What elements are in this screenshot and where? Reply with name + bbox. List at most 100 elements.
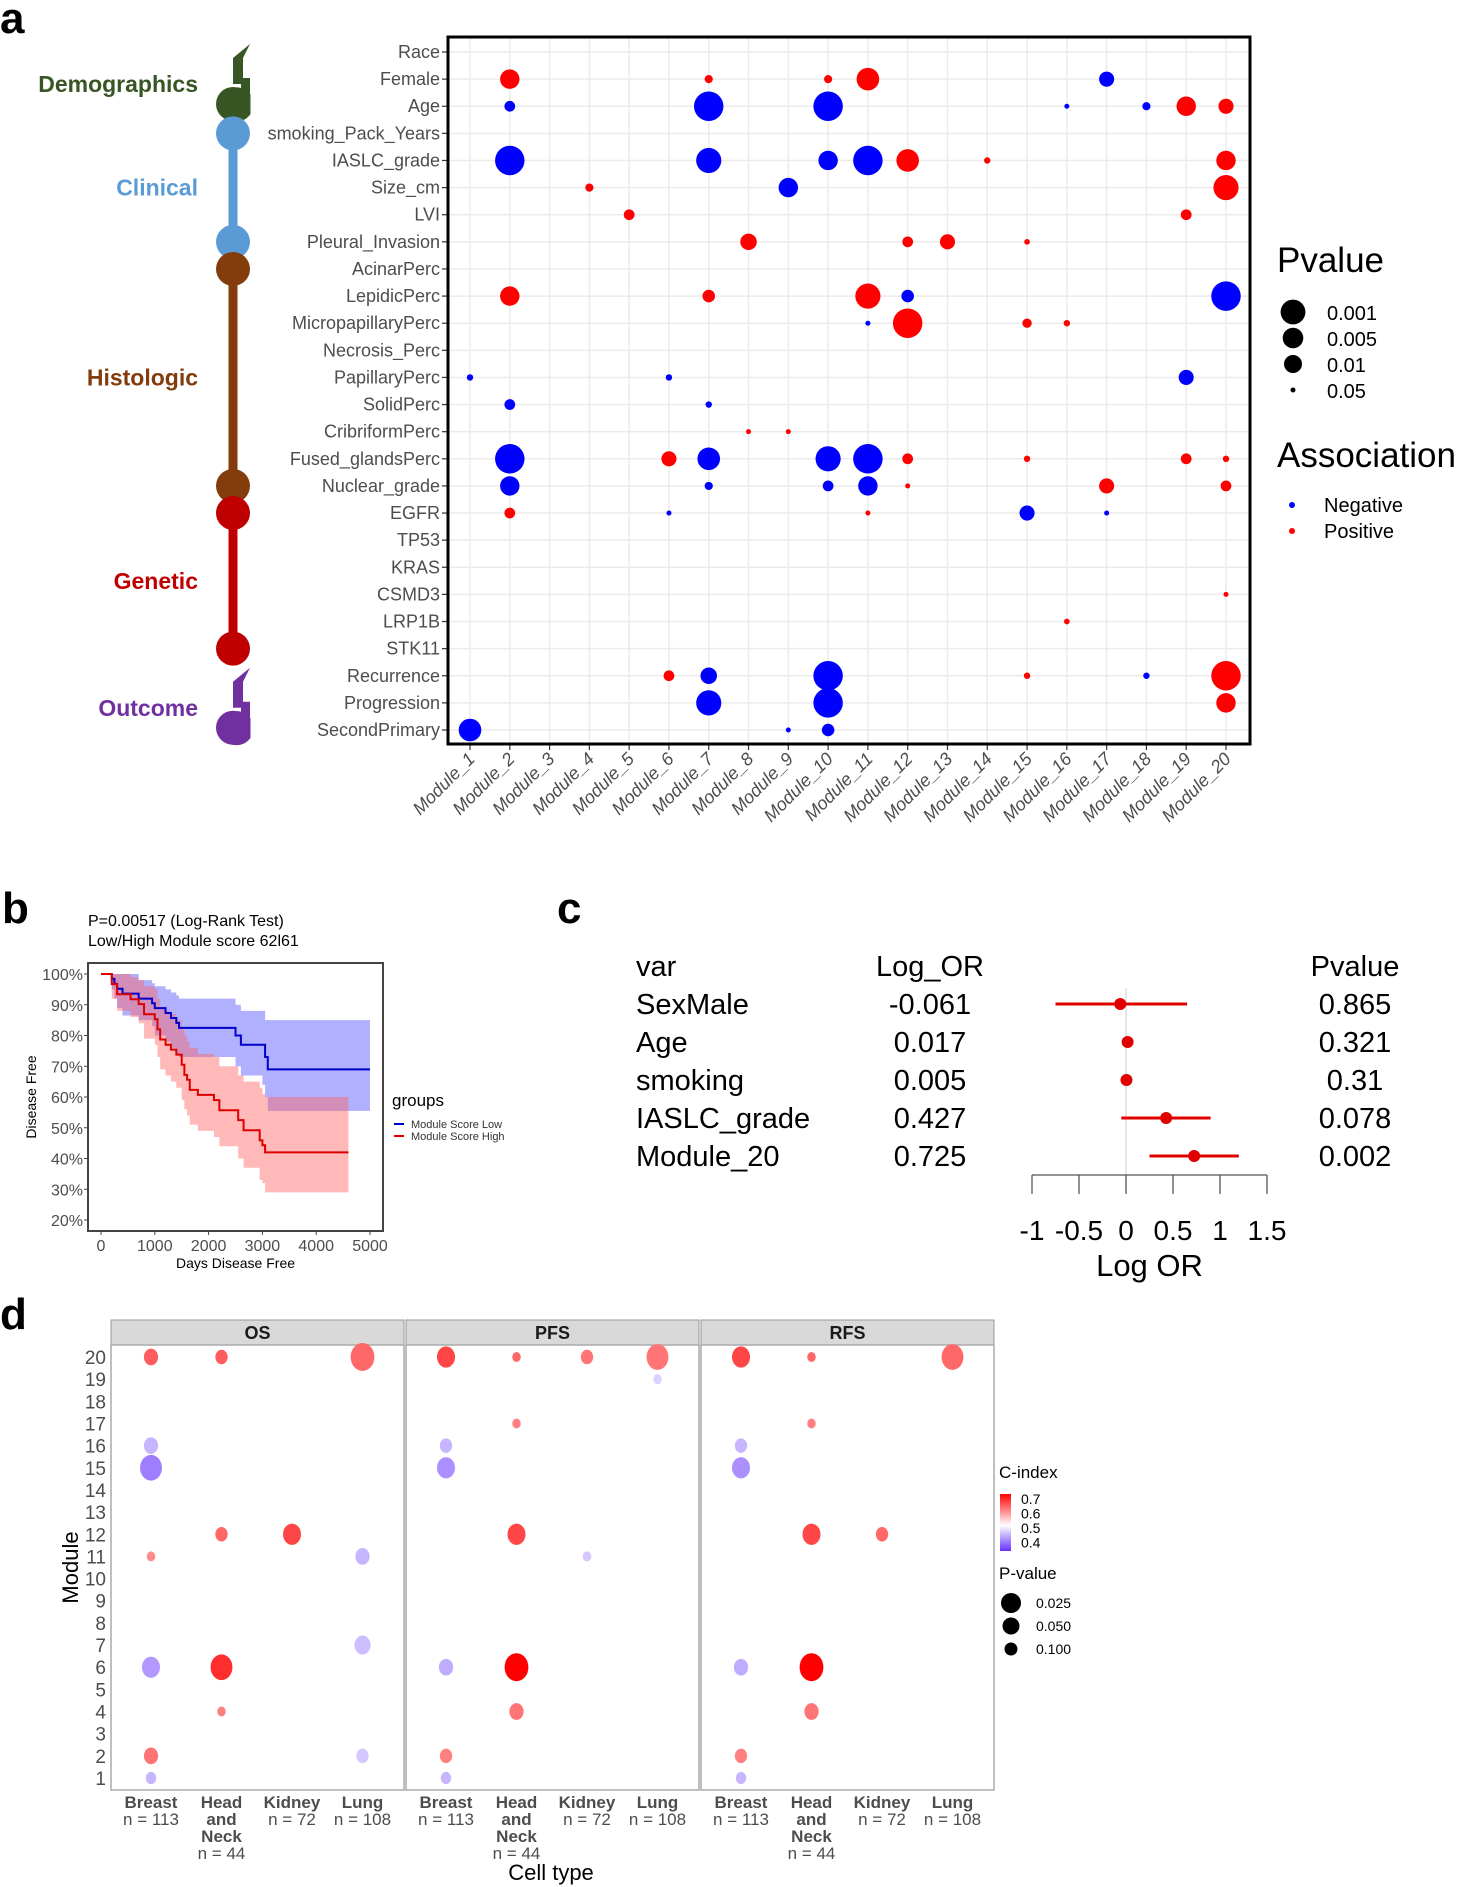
x-category-label: Neck [201, 1827, 242, 1846]
data-point [799, 1653, 824, 1682]
facet-panel [110, 1344, 405, 1791]
bracket-clip [250, 113, 263, 262]
data-point [439, 1748, 453, 1764]
data-point-negative [705, 401, 712, 408]
data-point-positive [1063, 319, 1071, 327]
data-point [733, 1658, 749, 1676]
data-point-positive [1176, 96, 1196, 116]
data-point-positive [1213, 175, 1239, 201]
bracket-clip [250, 40, 263, 130]
row-var: SexMale [636, 989, 749, 1021]
bracket-clip [250, 663, 263, 754]
data-point-negative [696, 147, 722, 174]
data-point-positive [663, 670, 675, 682]
x-category-n: n = 108 [334, 1810, 391, 1829]
group-label-genetic: Genetic [114, 568, 199, 594]
data-point-positive [984, 157, 991, 164]
data-point-negative [815, 446, 841, 472]
data-point [143, 1348, 159, 1366]
data-point-positive [1099, 478, 1115, 494]
group-label-demographics: Demographics [38, 71, 198, 97]
data-point-positive [856, 67, 880, 91]
data-point [215, 1527, 228, 1542]
row-log-or: 0.005 [894, 1065, 967, 1097]
data-point-positive [1218, 98, 1234, 114]
row-log-or: 0.427 [894, 1103, 967, 1135]
legend-size-key [1004, 1642, 1018, 1656]
y-tick-label: Recurrence [347, 666, 440, 686]
row-pvalue: 0.865 [1319, 989, 1392, 1021]
legend-color-title: Association [1277, 436, 1456, 475]
x-tick-label: 1.5 [1248, 1215, 1287, 1246]
bracket-end [216, 87, 250, 121]
legend-color-tick: 0.4 [1021, 1535, 1041, 1551]
y-tick-label: 18 [85, 1392, 106, 1413]
row-var: Module_20 [636, 1141, 780, 1173]
legend-size-key [1280, 299, 1306, 325]
data-point [734, 1748, 748, 1764]
data-point-negative [813, 661, 843, 691]
legend-size-label: 0.05 [1327, 381, 1366, 403]
or-point [1160, 1112, 1173, 1124]
data-point-positive [702, 289, 716, 303]
group-bracket-histologic [216, 248, 263, 506]
x-tick-label: 5000 [352, 1238, 388, 1255]
x-category-label: Breast [125, 1793, 178, 1812]
x-category-label: Kidney [854, 1793, 911, 1812]
y-tick-label: 70% [51, 1059, 83, 1076]
group-label-outcome: Outcome [98, 695, 198, 721]
legend-size-key [1002, 1617, 1020, 1635]
y-tick-label: Female [380, 69, 440, 89]
data-point [436, 1457, 456, 1479]
legend-size-label: 0.050 [1036, 1618, 1071, 1634]
x-category-label: Kidney [264, 1793, 321, 1812]
data-point [354, 1635, 371, 1655]
row-log-or: 0.725 [894, 1141, 967, 1173]
data-point [734, 1438, 748, 1453]
x-tick-label: 0 [97, 1238, 106, 1255]
data-point [941, 1344, 964, 1370]
y-tick-label: 16 [85, 1437, 106, 1458]
bracket-end-bottom [216, 224, 250, 259]
data-point [512, 1418, 521, 1429]
data-point-positive [585, 183, 594, 192]
row-var: smoking [636, 1065, 744, 1097]
data-point-positive [1023, 455, 1031, 463]
row-var: IASLC_grade [636, 1103, 810, 1135]
legend-color-tick: 0.7 [1021, 1491, 1041, 1507]
data-point-positive [1220, 480, 1232, 492]
legend-color-key-negative [1289, 502, 1295, 508]
group-bracket-genetic [216, 493, 263, 669]
x-category-label: Lung [637, 1793, 679, 1812]
data-point [731, 1457, 751, 1479]
panel-label-a: a [0, 0, 25, 43]
data-point [355, 1548, 370, 1565]
y-tick-label: 7 [95, 1636, 106, 1657]
data-point-negative [1142, 102, 1151, 111]
x-category-label: Breast [420, 1793, 473, 1812]
y-tick-label: IASLC_grade [332, 150, 440, 171]
legend-color-label: Positive [1324, 521, 1394, 543]
x-tick-label: 2000 [191, 1238, 227, 1255]
bracket-end-bottom [216, 468, 250, 503]
x-category-n: n = 113 [713, 1810, 769, 1829]
or-point [1121, 1036, 1134, 1048]
y-tick-label: CSMD3 [377, 584, 440, 604]
y-tick-label: 80% [51, 1029, 83, 1046]
legend-color-tick: 0.5 [1021, 1520, 1041, 1536]
data-point [735, 1771, 747, 1785]
data-point-negative [1064, 103, 1070, 109]
data-point [653, 1374, 662, 1385]
data-point-positive [1022, 318, 1032, 328]
y-tick-label: 3 [95, 1725, 106, 1746]
y-tick-label: TP53 [397, 530, 440, 550]
row-var: Age [636, 1027, 688, 1059]
data-point-positive [746, 429, 752, 435]
y-tick-label: smoking_Pack_Years [268, 123, 440, 144]
y-tick-label: Age [408, 96, 440, 116]
data-point-negative [696, 690, 722, 716]
data-point-negative [865, 320, 871, 326]
x-category-label: Kidney [559, 1793, 616, 1812]
facet-label: RFS [830, 1323, 866, 1343]
x-tick-label: -0.5 [1055, 1215, 1103, 1246]
